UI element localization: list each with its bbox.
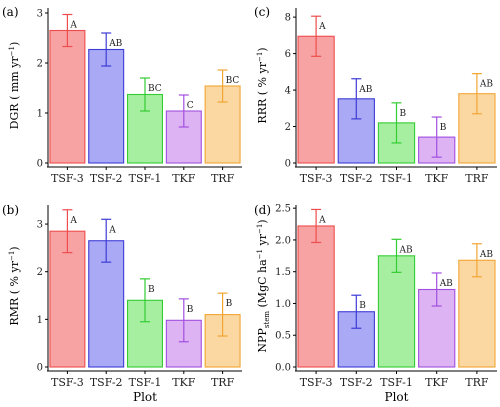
x-tick-label: TSF-1 bbox=[129, 376, 162, 389]
x-tick-label: TSF-3 bbox=[300, 376, 333, 389]
significance-letter: A bbox=[69, 216, 77, 226]
y-tick-label: 8 bbox=[285, 13, 291, 24]
panel-label: (c) bbox=[254, 5, 270, 19]
significance-letter: B bbox=[148, 285, 155, 295]
significance-letter: B bbox=[226, 299, 233, 309]
bar[interactable] bbox=[49, 230, 86, 368]
significance-letter: AB bbox=[439, 279, 453, 289]
y-tick-label: 2.5 bbox=[275, 204, 291, 215]
y-axis-label: NPPstem (MgC ha−1 yr−1) bbox=[256, 219, 271, 352]
x-tick-label: TKF bbox=[425, 172, 449, 185]
y-tick-label: 0 bbox=[37, 159, 43, 170]
y-tick-label: 1.0 bbox=[275, 299, 291, 310]
x-tick-label: TSF-3 bbox=[51, 172, 84, 185]
y-tick-label: 2 bbox=[285, 122, 291, 133]
y-axis-label: RRR ( % yr−1) bbox=[256, 47, 269, 123]
significance-letter: BC bbox=[148, 84, 162, 94]
x-tick-label: TRF bbox=[211, 172, 235, 185]
y-axis-label: DGR ( mm yr−1) bbox=[8, 42, 21, 130]
bar[interactable] bbox=[49, 29, 86, 164]
x-axis-label: Plot bbox=[385, 390, 409, 404]
chart-panel-4: (d) 0.0 0.5 1.0 1.5 2.0 2.5 NPPstem (MgC ha−1 y… bbox=[254, 203, 497, 404]
x-tick-label: TRF bbox=[465, 376, 489, 389]
bar[interactable] bbox=[458, 259, 496, 368]
y-tick-label: 0 bbox=[285, 159, 291, 170]
y-tick-label: 0 bbox=[37, 363, 43, 374]
y-axis-label: RMR ( % yr−1) bbox=[8, 246, 21, 325]
y-tick-label: 2 bbox=[37, 267, 43, 278]
significance-letter: B bbox=[400, 109, 407, 119]
y-tick-label: 1 bbox=[37, 315, 43, 326]
x-tick-label: TRF bbox=[211, 376, 235, 389]
x-tick-label: TRF bbox=[465, 172, 489, 185]
x-tick-label: TSF-2 bbox=[340, 376, 373, 389]
y-tick-label: 1.5 bbox=[275, 267, 291, 278]
x-tick-label: TSF-1 bbox=[129, 172, 162, 185]
x-tick-label: TSF-1 bbox=[380, 172, 413, 185]
y-tick-label: 0.5 bbox=[275, 331, 291, 342]
y-tick-label: 6 bbox=[285, 49, 291, 60]
significance-letter: AB bbox=[399, 245, 413, 255]
significance-letter: AB bbox=[358, 85, 372, 95]
significance-letter: C bbox=[187, 101, 194, 111]
significance-letter: AB bbox=[479, 250, 493, 260]
significance-letter: B bbox=[359, 301, 366, 311]
y-tick-label: 3 bbox=[37, 9, 43, 20]
x-tick-label: TKF bbox=[425, 376, 449, 389]
y-tick-label: 0.0 bbox=[275, 363, 291, 374]
x-tick-label: TSF-1 bbox=[380, 376, 413, 389]
significance-letter: A bbox=[318, 22, 326, 32]
panel-label: (d) bbox=[254, 203, 271, 217]
y-tick-label: 1 bbox=[37, 109, 43, 120]
y-tick-label: 4 bbox=[285, 86, 291, 97]
x-axis-label: Plot bbox=[133, 390, 157, 404]
panel-label: (a) bbox=[2, 5, 19, 19]
x-tick-label: TSF-2 bbox=[90, 172, 123, 185]
y-tick-label: 3 bbox=[37, 220, 43, 231]
panel-label: (b) bbox=[2, 203, 19, 217]
y-tick-label: 2.0 bbox=[275, 235, 291, 246]
bar[interactable] bbox=[377, 255, 416, 368]
significance-letter: AB bbox=[108, 39, 122, 49]
chart-panel-1: (a) 0 1 2 3 DGR ( mm yr−1) A TSF-3 AB TSF-2 BC TSF-… bbox=[2, 5, 242, 185]
x-tick-label: TSF-2 bbox=[340, 172, 373, 185]
y-tick-label: 2 bbox=[37, 59, 43, 70]
significance-letter: A bbox=[108, 225, 116, 235]
bar[interactable] bbox=[297, 225, 335, 368]
significance-letter: BC bbox=[226, 76, 240, 86]
x-tick-label: TSF-3 bbox=[300, 172, 333, 185]
significance-letter: B bbox=[440, 123, 447, 133]
significance-letter: A bbox=[69, 21, 77, 31]
x-tick-label: TKF bbox=[172, 376, 196, 389]
x-tick-label: TSF-3 bbox=[51, 376, 84, 389]
significance-letter: AB bbox=[479, 80, 493, 90]
chart-panel-3: (b) 0 1 2 3 RMR ( % yr−1) A TSF-3 A TSF-2 B TSF-1 B T… bbox=[2, 203, 242, 404]
significance-letter: A bbox=[318, 215, 326, 225]
chart-panel-2: (c) 0 2 4 6 8 RRR ( % yr−1) A TSF-3 AB TSF-2 B TSF-1… bbox=[254, 5, 497, 185]
x-tick-label: TKF bbox=[172, 172, 196, 185]
significance-letter: B bbox=[187, 305, 194, 315]
x-tick-label: TSF-2 bbox=[90, 376, 123, 389]
bar[interactable] bbox=[297, 35, 335, 164]
